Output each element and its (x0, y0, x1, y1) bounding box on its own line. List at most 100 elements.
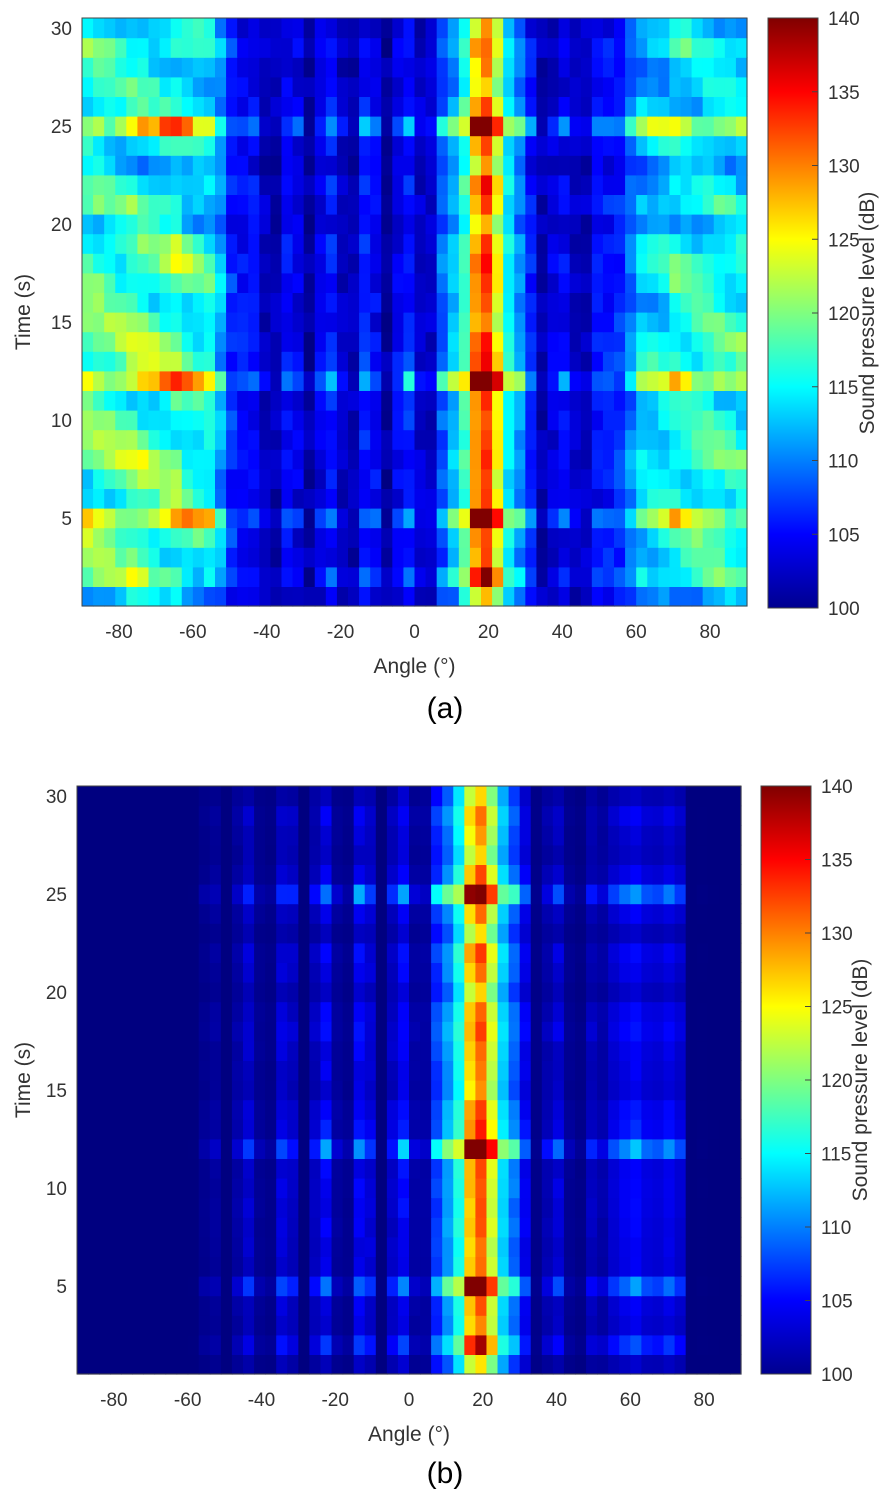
heatmap-cell (325, 174, 338, 195)
heatmap-cell (414, 233, 427, 254)
heatmap-cell (281, 37, 294, 58)
heatmap-cell (298, 903, 310, 924)
heatmap-cell (320, 884, 333, 905)
heatmap-cell (203, 292, 216, 313)
heatmap-cell (409, 1099, 421, 1120)
heatmap-cell (680, 253, 693, 274)
heatmap-cell (458, 410, 471, 431)
x-tick-label: -20 (327, 622, 354, 643)
heatmap-cell (425, 390, 438, 411)
heatmap-cell (636, 312, 648, 333)
heatmap-cell (192, 76, 205, 97)
heatmap-cell (464, 1295, 476, 1316)
heatmap-cell (298, 1099, 310, 1120)
heatmap-cell (181, 370, 194, 391)
heatmap-cell (636, 57, 648, 78)
heatmap-cell (187, 1080, 200, 1101)
heatmap-cell (447, 292, 460, 313)
heatmap-cell (525, 214, 538, 235)
heatmap-cell (243, 805, 255, 826)
heatmap-cell (458, 272, 471, 293)
heatmap-cell (530, 1060, 543, 1081)
heatmap-cell (447, 135, 460, 156)
heatmap-cell (170, 351, 183, 372)
heatmap-cell (696, 1060, 709, 1081)
heatmap-cell (425, 351, 438, 372)
heatmap-cell (458, 351, 471, 372)
heatmap-cell (597, 864, 609, 885)
heatmap-cell (137, 449, 150, 470)
heatmap-cell (552, 1158, 565, 1179)
heatmap-cell (287, 1060, 299, 1081)
heatmap-cell (276, 805, 288, 826)
heatmap-cell (287, 884, 299, 905)
heatmap-cell (198, 1334, 211, 1355)
heatmap-cell (198, 786, 211, 807)
heatmap-cell (503, 194, 515, 215)
heatmap-cell (320, 1295, 333, 1316)
heatmap-cell (580, 331, 593, 352)
heatmap-cell (170, 194, 183, 215)
heatmap-cell (541, 1178, 554, 1199)
heatmap-cell (320, 923, 333, 944)
colorbar-tick-label: 110 (828, 452, 858, 473)
heatmap-cell (724, 76, 737, 97)
heatmap-cell (270, 233, 283, 254)
heatmap-cell (602, 566, 615, 587)
heatmap-cell (536, 488, 549, 509)
heatmap-cell (420, 1256, 432, 1277)
heatmap-cell (126, 508, 139, 529)
heatmap-cell (625, 312, 637, 333)
heatmap-cell (126, 233, 139, 254)
heatmap-cell (143, 1138, 156, 1159)
heatmap-cell (469, 37, 482, 58)
heatmap-cell (309, 786, 322, 807)
heatmap-cell (536, 155, 549, 176)
heatmap-cell (259, 194, 272, 215)
heatmap-cell (88, 1197, 100, 1218)
heatmap-cell (707, 1080, 720, 1101)
heatmap-cell (492, 547, 504, 568)
heatmap-cell (575, 1276, 587, 1297)
heatmap-cell (331, 1256, 344, 1277)
heatmap-cell (215, 155, 227, 176)
heatmap-cell (353, 1021, 366, 1042)
heatmap-cell (641, 923, 654, 944)
heatmap-cell (88, 1099, 100, 1120)
heatmap-cell (270, 547, 283, 568)
heatmap-cell (536, 468, 549, 489)
heatmap-cell (718, 923, 731, 944)
heatmap-cell (226, 96, 238, 117)
heatmap-cell (220, 942, 233, 963)
heatmap-cell (597, 1334, 609, 1355)
heatmap-cell (403, 292, 416, 313)
heatmap-cell (342, 903, 355, 924)
heatmap-cell (652, 942, 665, 963)
heatmap-cell (724, 449, 737, 470)
heatmap-cell (270, 174, 283, 195)
heatmap-cell (148, 292, 161, 313)
heatmap-cell (154, 1236, 167, 1257)
heatmap-cell (159, 253, 172, 274)
heatmap-cell (99, 1099, 111, 1120)
heatmap-cell (602, 370, 615, 391)
heatmap-cell (414, 508, 427, 529)
heatmap-cell (464, 942, 476, 963)
heatmap-cell (431, 864, 443, 885)
heatmap-cell (126, 351, 139, 372)
heatmap-cell (453, 825, 465, 846)
heatmap-cell (392, 155, 405, 176)
heatmap-cell (121, 884, 133, 905)
heatmap-cell (718, 786, 731, 807)
heatmap-cell (121, 1001, 133, 1022)
heatmap-cell (575, 1295, 587, 1316)
heatmap-cell (492, 488, 504, 509)
heatmap-cell (104, 527, 116, 548)
heatmap-cell (381, 449, 393, 470)
heatmap-cell (342, 1158, 355, 1179)
heatmap-cell (497, 1217, 510, 1238)
heatmap-cell (647, 174, 659, 195)
heatmap-cell (243, 1119, 255, 1140)
heatmap-cell (110, 1236, 122, 1257)
heatmap-cell (342, 1080, 355, 1101)
